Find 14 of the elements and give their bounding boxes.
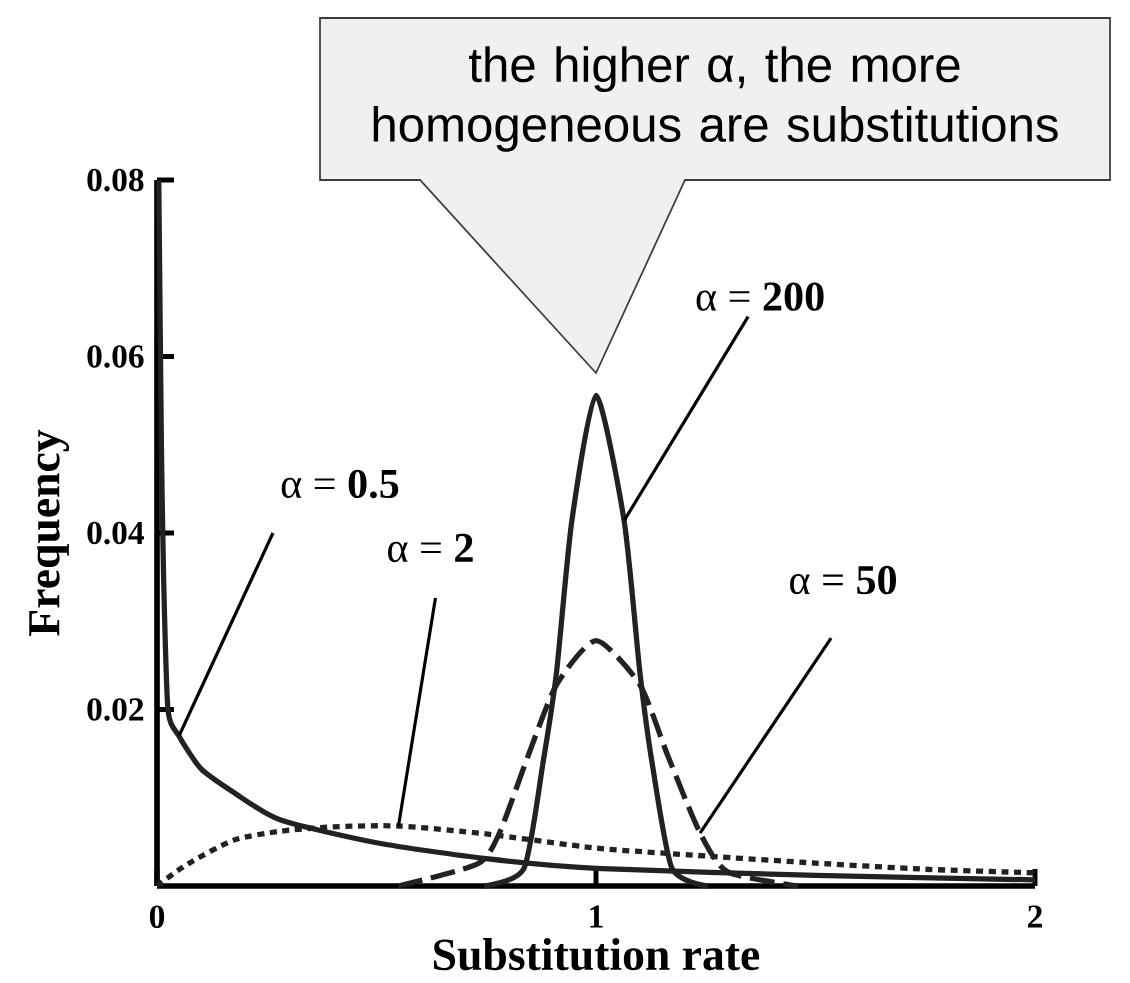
text: α = 2 (388, 533, 473, 563)
text: α = 0.5 (281, 469, 399, 499)
y-tick-label: 0.04 (87, 521, 144, 545)
x-tick-label: 1 (590, 905, 603, 928)
x-tick-label: 0 (149, 905, 165, 928)
y-axis-title: Frequency (29, 429, 70, 636)
y-tick-label: 0.02 (87, 698, 144, 721)
text: α = 50 (790, 565, 896, 595)
x-tick-label: 2 (1028, 905, 1042, 928)
y-tick-label: 0.06 (87, 345, 144, 368)
text: the higher α, the more homogeneous are substitutions (373, 46, 1058, 152)
text: α = 200 (696, 282, 824, 311)
x-axis-title: Substitution rate (434, 938, 760, 971)
y-tick-label: 0.08 (87, 168, 144, 192)
